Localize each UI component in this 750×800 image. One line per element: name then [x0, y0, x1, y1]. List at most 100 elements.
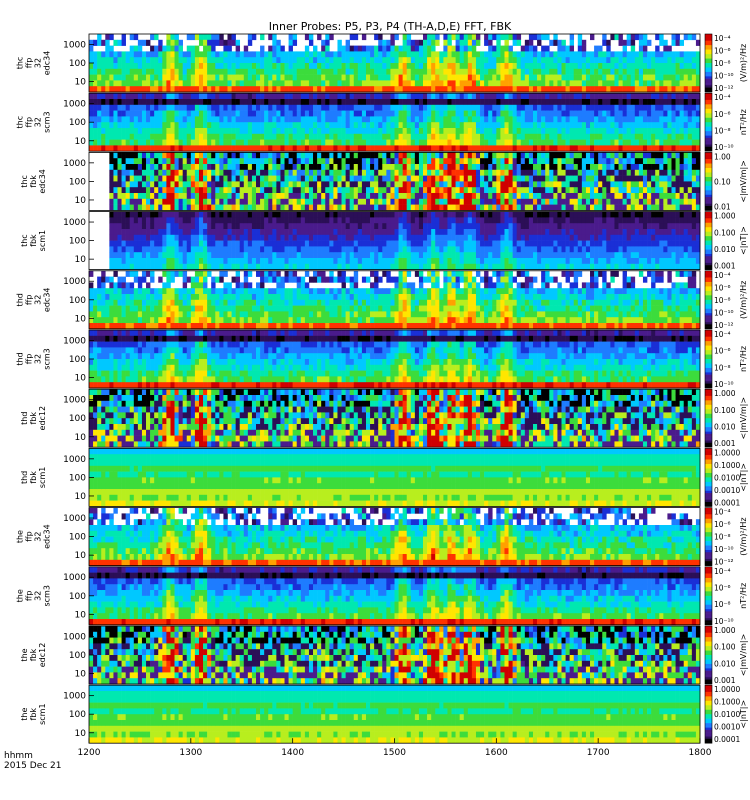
heatmap-cell [463, 39, 469, 46]
heatmap-cell [268, 74, 273, 81]
heatmap-cell [610, 175, 615, 182]
heatmap-cell [109, 193, 114, 200]
heatmap-cell [325, 169, 330, 176]
heatmap-cell [439, 139, 444, 146]
heatmap-cell [675, 164, 680, 171]
heatmap-cell [581, 128, 587, 135]
panel-label-line: ffp [25, 117, 34, 128]
heatmap-cell [630, 80, 636, 87]
heatmap-cell [317, 217, 322, 224]
heatmap-cell [590, 86, 595, 93]
heatmap-cell [516, 116, 522, 123]
heatmap-cell [524, 57, 530, 64]
heatmap-cell [264, 240, 269, 247]
heatmap-cell [329, 99, 334, 106]
heatmap-cell [553, 164, 558, 171]
heatmap-cell [129, 158, 135, 165]
heatmap-cell [435, 122, 440, 129]
heatmap-cell [137, 229, 143, 236]
heatmap-cell [166, 110, 171, 117]
heatmap-cell [541, 63, 546, 70]
heatmap-cell [113, 110, 118, 117]
heatmap-cell [459, 93, 465, 100]
heatmap-cell [235, 74, 241, 81]
heatmap-cell [219, 139, 224, 146]
heatmap-cell [186, 128, 192, 135]
heatmap-cell [162, 240, 167, 247]
heatmap-cell [447, 169, 452, 176]
heatmap-cell [260, 80, 265, 87]
heatmap-cell [626, 139, 632, 146]
heatmap-cell [251, 211, 257, 218]
heatmap-cell [154, 229, 159, 236]
heatmap-cell [207, 128, 212, 135]
heatmap-cell [647, 63, 652, 70]
heatmap-cell [251, 217, 257, 224]
heatmap-cell [166, 74, 171, 81]
heatmap-cell [235, 93, 241, 100]
heatmap-cell [341, 80, 346, 87]
heatmap-cell [243, 204, 249, 211]
heatmap-cell [475, 158, 481, 165]
heatmap-cell [406, 187, 412, 194]
heatmap-cell [365, 51, 371, 58]
heatmap-cell [545, 63, 550, 70]
heatmap-cell [203, 116, 208, 123]
heatmap-cell [243, 63, 249, 70]
heatmap-cell [89, 86, 94, 93]
heatmap-cell [325, 263, 330, 270]
heatmap-cell [268, 93, 273, 100]
heatmap-cell [463, 145, 469, 152]
heatmap-cell [243, 86, 249, 93]
heatmap-cell [349, 93, 355, 100]
heatmap-cell [561, 175, 566, 182]
heatmap-cell [227, 34, 232, 41]
heatmap-cell [414, 99, 420, 106]
heatmap-cell [671, 145, 676, 152]
heatmap-cell [557, 139, 562, 146]
heatmap-cell [500, 158, 505, 165]
heatmap-cell [357, 139, 363, 146]
heatmap-cell [655, 204, 660, 211]
heatmap-cell [141, 93, 147, 100]
heatmap-cell [296, 211, 302, 218]
heatmap-cell [325, 110, 330, 117]
heatmap-cell [561, 152, 566, 159]
heatmap-cell [141, 234, 147, 241]
heatmap-cell [304, 229, 310, 236]
heatmap-cell [622, 93, 627, 100]
heatmap-cell [93, 68, 98, 75]
heatmap-cell [585, 122, 591, 129]
heatmap-cell [166, 57, 171, 64]
heatmap-cell [247, 158, 253, 165]
heatmap-cell [133, 240, 139, 247]
heatmap-cell [341, 204, 346, 211]
heatmap-cell [414, 80, 420, 87]
heatmap-cell [207, 240, 212, 247]
heatmap-cell [227, 74, 232, 81]
heatmap-cell [325, 74, 330, 81]
heatmap-cell [231, 128, 236, 135]
heatmap-cell [598, 133, 603, 140]
heatmap-cell [166, 86, 171, 93]
colorbar-segment [705, 142, 712, 145]
heatmap-cell [618, 63, 623, 70]
heatmap-cell [561, 187, 566, 194]
heatmap-cell [585, 164, 591, 171]
heatmap-cell [353, 93, 359, 100]
heatmap-cell [170, 263, 175, 270]
heatmap-cell [256, 187, 261, 194]
heatmap-cell [492, 68, 497, 75]
heatmap-cell [410, 45, 416, 52]
heatmap-cell [695, 86, 701, 93]
heatmap-cell [235, 99, 241, 106]
heatmap-cell [337, 80, 342, 87]
heatmap-cell [137, 80, 143, 87]
heatmap-cell [227, 240, 232, 247]
heatmap-cell [663, 128, 668, 135]
heatmap-cell [137, 74, 143, 81]
heatmap-cell [288, 204, 293, 211]
panel-label-line: scm3 [43, 111, 52, 132]
heatmap-cell [691, 110, 697, 117]
heatmap-cell [520, 63, 526, 70]
